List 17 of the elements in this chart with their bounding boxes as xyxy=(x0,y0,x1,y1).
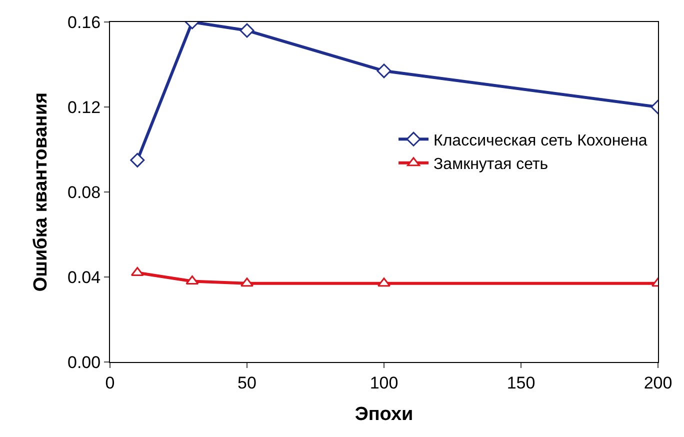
x-tick-label: 100 xyxy=(370,373,398,392)
y-axis-title: Ошибка квантования xyxy=(30,92,52,292)
x-tick-label: 50 xyxy=(238,373,256,392)
y-tick-label: 0.00 xyxy=(68,352,101,372)
point xyxy=(240,23,254,38)
point xyxy=(130,152,145,168)
y-tick-label: 0.16 xyxy=(68,12,101,32)
x-tick-label: 0 xyxy=(105,373,115,392)
x-tick-label: 150 xyxy=(506,373,536,392)
legend-label: Классическая сеть Кохонена xyxy=(434,132,648,150)
point xyxy=(376,64,392,78)
legend-label: Замкнутая сеть xyxy=(434,156,548,174)
y-tick-label: 0.04 xyxy=(68,268,101,287)
y-tick-label: 0.12 xyxy=(68,98,101,117)
y-tick-label: 0.08 xyxy=(68,182,101,202)
x-tick-label: 200 xyxy=(644,373,672,392)
x-axis-title: Эпохи xyxy=(354,404,414,426)
